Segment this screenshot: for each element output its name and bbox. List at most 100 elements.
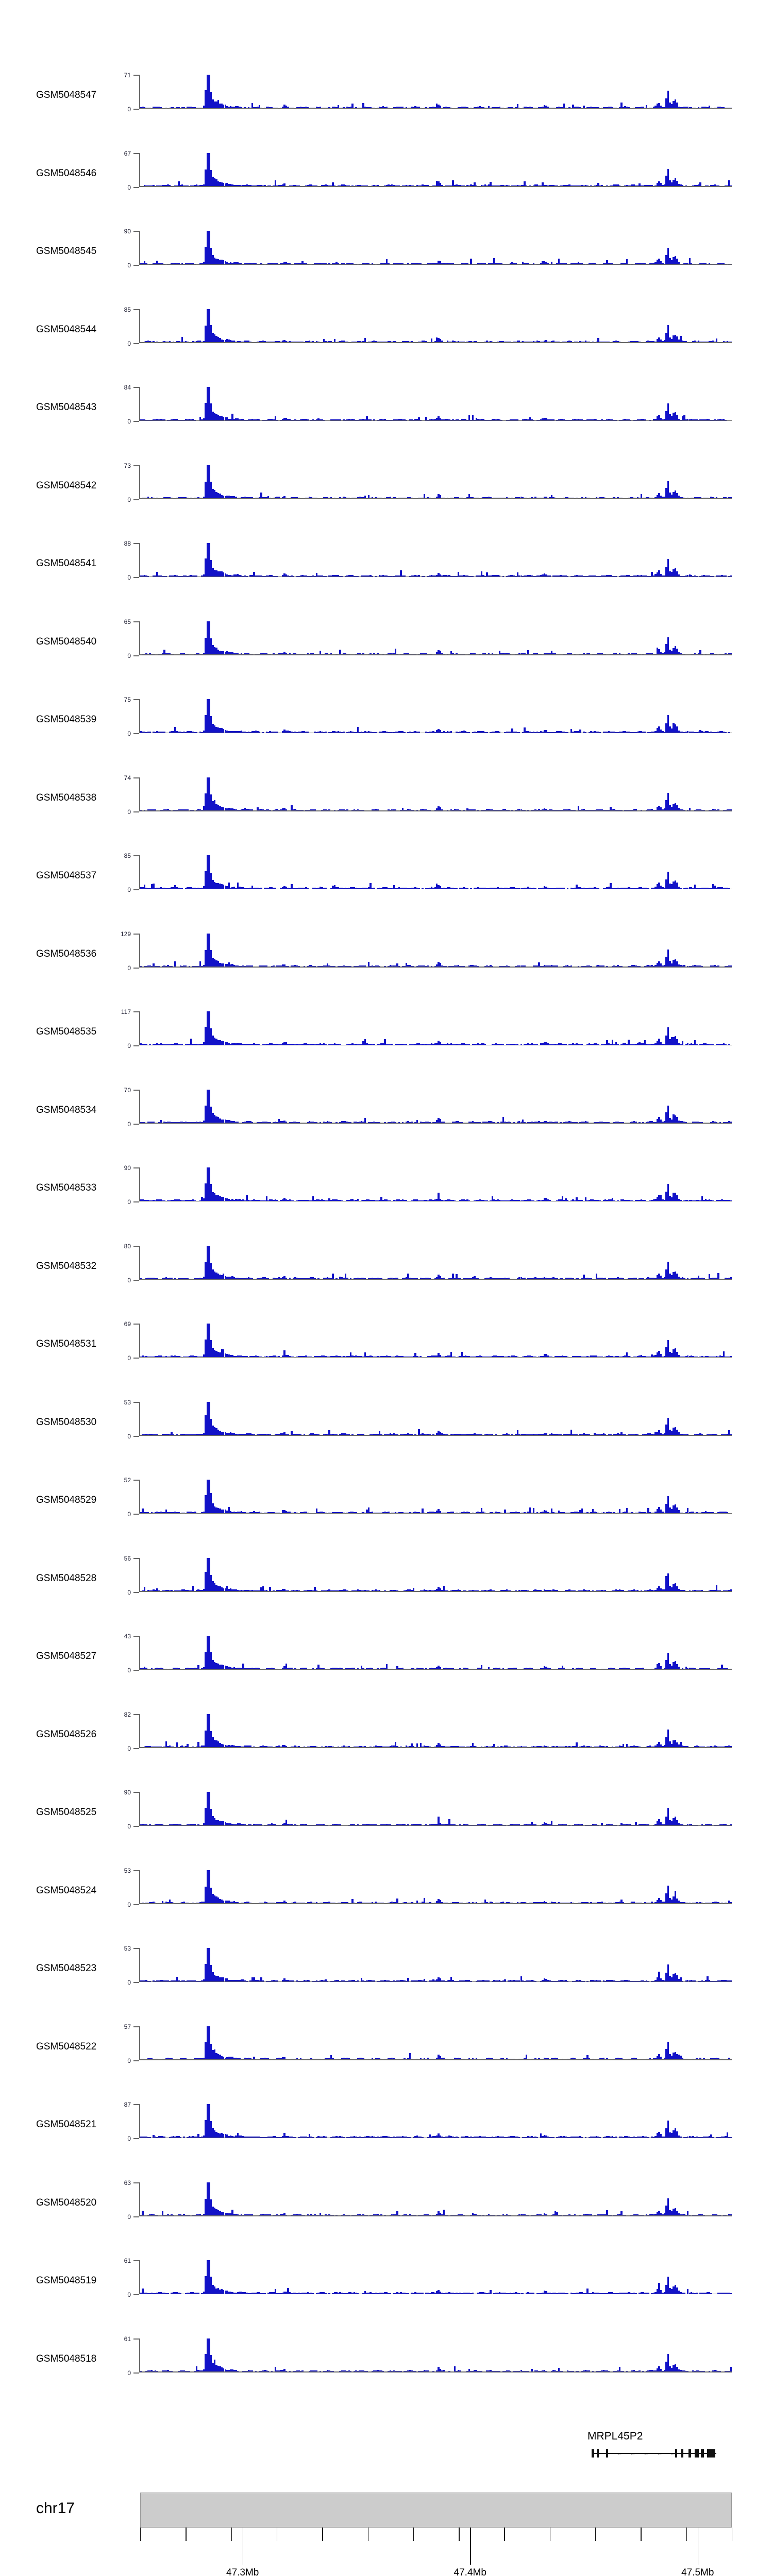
track-label: GSM5048519 <box>36 2276 144 2285</box>
track-axis-spine <box>139 2260 140 2294</box>
axis-tick-zero <box>133 811 139 812</box>
track-baseline <box>140 1200 732 1201</box>
axis-tick-max <box>133 621 139 622</box>
axis-tick-zero <box>133 343 139 344</box>
axis-tick-zero <box>133 1748 139 1749</box>
track-axis-spine <box>139 309 140 343</box>
track-baseline <box>140 1044 732 1045</box>
coverage-track: GSM5048525 90 0 <box>0 0 773 1829</box>
coverage-track: GSM5048518 61 0 <box>0 0 773 2376</box>
chromosome-ideogram-bar[interactable] <box>140 2493 732 2528</box>
axis-zero-label: 0 <box>108 887 131 893</box>
coverage-plot-area <box>140 2026 732 2060</box>
axis-zero-label: 0 <box>108 1199 131 1205</box>
track-label: GSM5048518 <box>36 2354 144 2364</box>
coverage-plot-area <box>140 2182 732 2216</box>
axis-max-label: 117 <box>108 1009 131 1015</box>
axis-zero-label: 0 <box>108 418 131 425</box>
axis-zero-label: 0 <box>108 262 131 268</box>
track-axis-spine <box>139 2026 140 2060</box>
track-baseline <box>140 1279 732 1280</box>
track-baseline <box>140 186 732 187</box>
coverage-track: GSM5048542 73 0 <box>0 0 773 503</box>
coverage-track: GSM5048546 67 0 <box>0 0 773 191</box>
axis-minor-tick <box>140 2528 141 2541</box>
axis-max-label: 65 <box>108 619 131 625</box>
axis-tick-max <box>133 2260 139 2261</box>
axis-max-label: 61 <box>108 2258 131 2264</box>
axis-max-label: 75 <box>108 697 131 703</box>
axis-zero-label: 0 <box>108 1979 131 1986</box>
axis-max-label: 85 <box>108 853 131 859</box>
gene-exon <box>597 2449 599 2458</box>
axis-zero-label: 0 <box>108 1433 131 1439</box>
axis-tick-zero <box>133 265 139 266</box>
coverage-plot-area <box>140 1245 732 1280</box>
axis-tick-zero <box>133 2216 139 2217</box>
track-baseline <box>140 498 732 499</box>
axis-zero-label: 0 <box>108 965 131 971</box>
axis-zero-label: 0 <box>108 1355 131 1361</box>
gene-annotation-panel: MRPL45P2 ← ← ← ← ← <box>0 0 773 2458</box>
axis-zero-label: 0 <box>108 2214 131 2220</box>
track-baseline <box>140 810 732 811</box>
coverage-plot-area <box>140 543 732 577</box>
track-axis-spine <box>139 2338 140 2372</box>
gene-strand-arrow: ← <box>657 2450 663 2456</box>
coverage-track: GSM5048547 71 0 <box>0 0 773 112</box>
axis-max-label: 129 <box>108 931 131 937</box>
coverage-track: GSM5048536 129 0 <box>0 0 773 971</box>
coverage-plot-area <box>140 2260 732 2294</box>
track-label: GSM5048535 <box>36 1027 144 1037</box>
track-label: GSM5048545 <box>36 246 144 256</box>
track-baseline <box>140 108 732 109</box>
axis-max-label: 57 <box>108 2024 131 2030</box>
axis-tick-zero <box>133 2138 139 2139</box>
axis-tick-max <box>133 1714 139 1715</box>
track-axis-spine <box>139 2104 140 2138</box>
coverage-plot-area <box>140 933 732 968</box>
track-axis-spine <box>139 1167 140 1201</box>
axis-tick-max <box>133 75 139 76</box>
gene-exon <box>695 2449 699 2458</box>
axis-max-label: 74 <box>108 775 131 781</box>
axis-minor-tick <box>504 2528 505 2541</box>
axis-max-label: 73 <box>108 463 131 469</box>
axis-zero-label: 0 <box>108 574 131 581</box>
track-baseline <box>140 1591 732 1592</box>
coverage-track: GSM5048531 69 0 <box>0 0 773 1361</box>
coverage-plot-area <box>140 1011 732 1045</box>
axis-zero-label: 0 <box>108 184 131 191</box>
gene-strand-arrow: ← <box>630 2450 636 2456</box>
track-axis-spine <box>139 152 140 187</box>
track-baseline <box>140 1825 732 1826</box>
axis-tick-zero <box>133 1514 139 1515</box>
track-baseline <box>140 732 732 733</box>
gene-strand-arrow: ← <box>670 2450 676 2456</box>
gene-name-label: MRPL45P2 <box>587 2431 643 2442</box>
coverage-plot-area <box>140 1324 732 1358</box>
track-baseline <box>140 2137 732 2138</box>
track-label: GSM5048520 <box>36 2198 144 2208</box>
axis-zero-label: 0 <box>108 1043 131 1049</box>
gene-exon <box>688 2449 691 2458</box>
track-baseline <box>140 1747 732 1748</box>
track-baseline <box>140 2215 732 2216</box>
track-label: GSM5048525 <box>36 1807 144 1817</box>
track-axis-spine <box>139 621 140 655</box>
axis-tick-max <box>133 1401 139 1403</box>
axis-tick-max <box>133 2338 139 2340</box>
track-label: GSM5048533 <box>36 1183 144 1193</box>
coverage-plot-area <box>140 465 732 499</box>
track-axis-spine <box>139 1401 140 1436</box>
axis-tick-zero <box>133 889 139 890</box>
axis-minor-tick <box>231 2528 232 2541</box>
coverage-plot-area <box>140 1870 732 1904</box>
gene-intron-line <box>592 2453 716 2454</box>
axis-max-label: 84 <box>108 384 131 391</box>
axis-tick-max <box>133 699 139 700</box>
axis-tick-zero <box>133 421 139 422</box>
coverage-track: GSM5048534 70 0 <box>0 0 773 1127</box>
track-baseline <box>140 967 732 968</box>
